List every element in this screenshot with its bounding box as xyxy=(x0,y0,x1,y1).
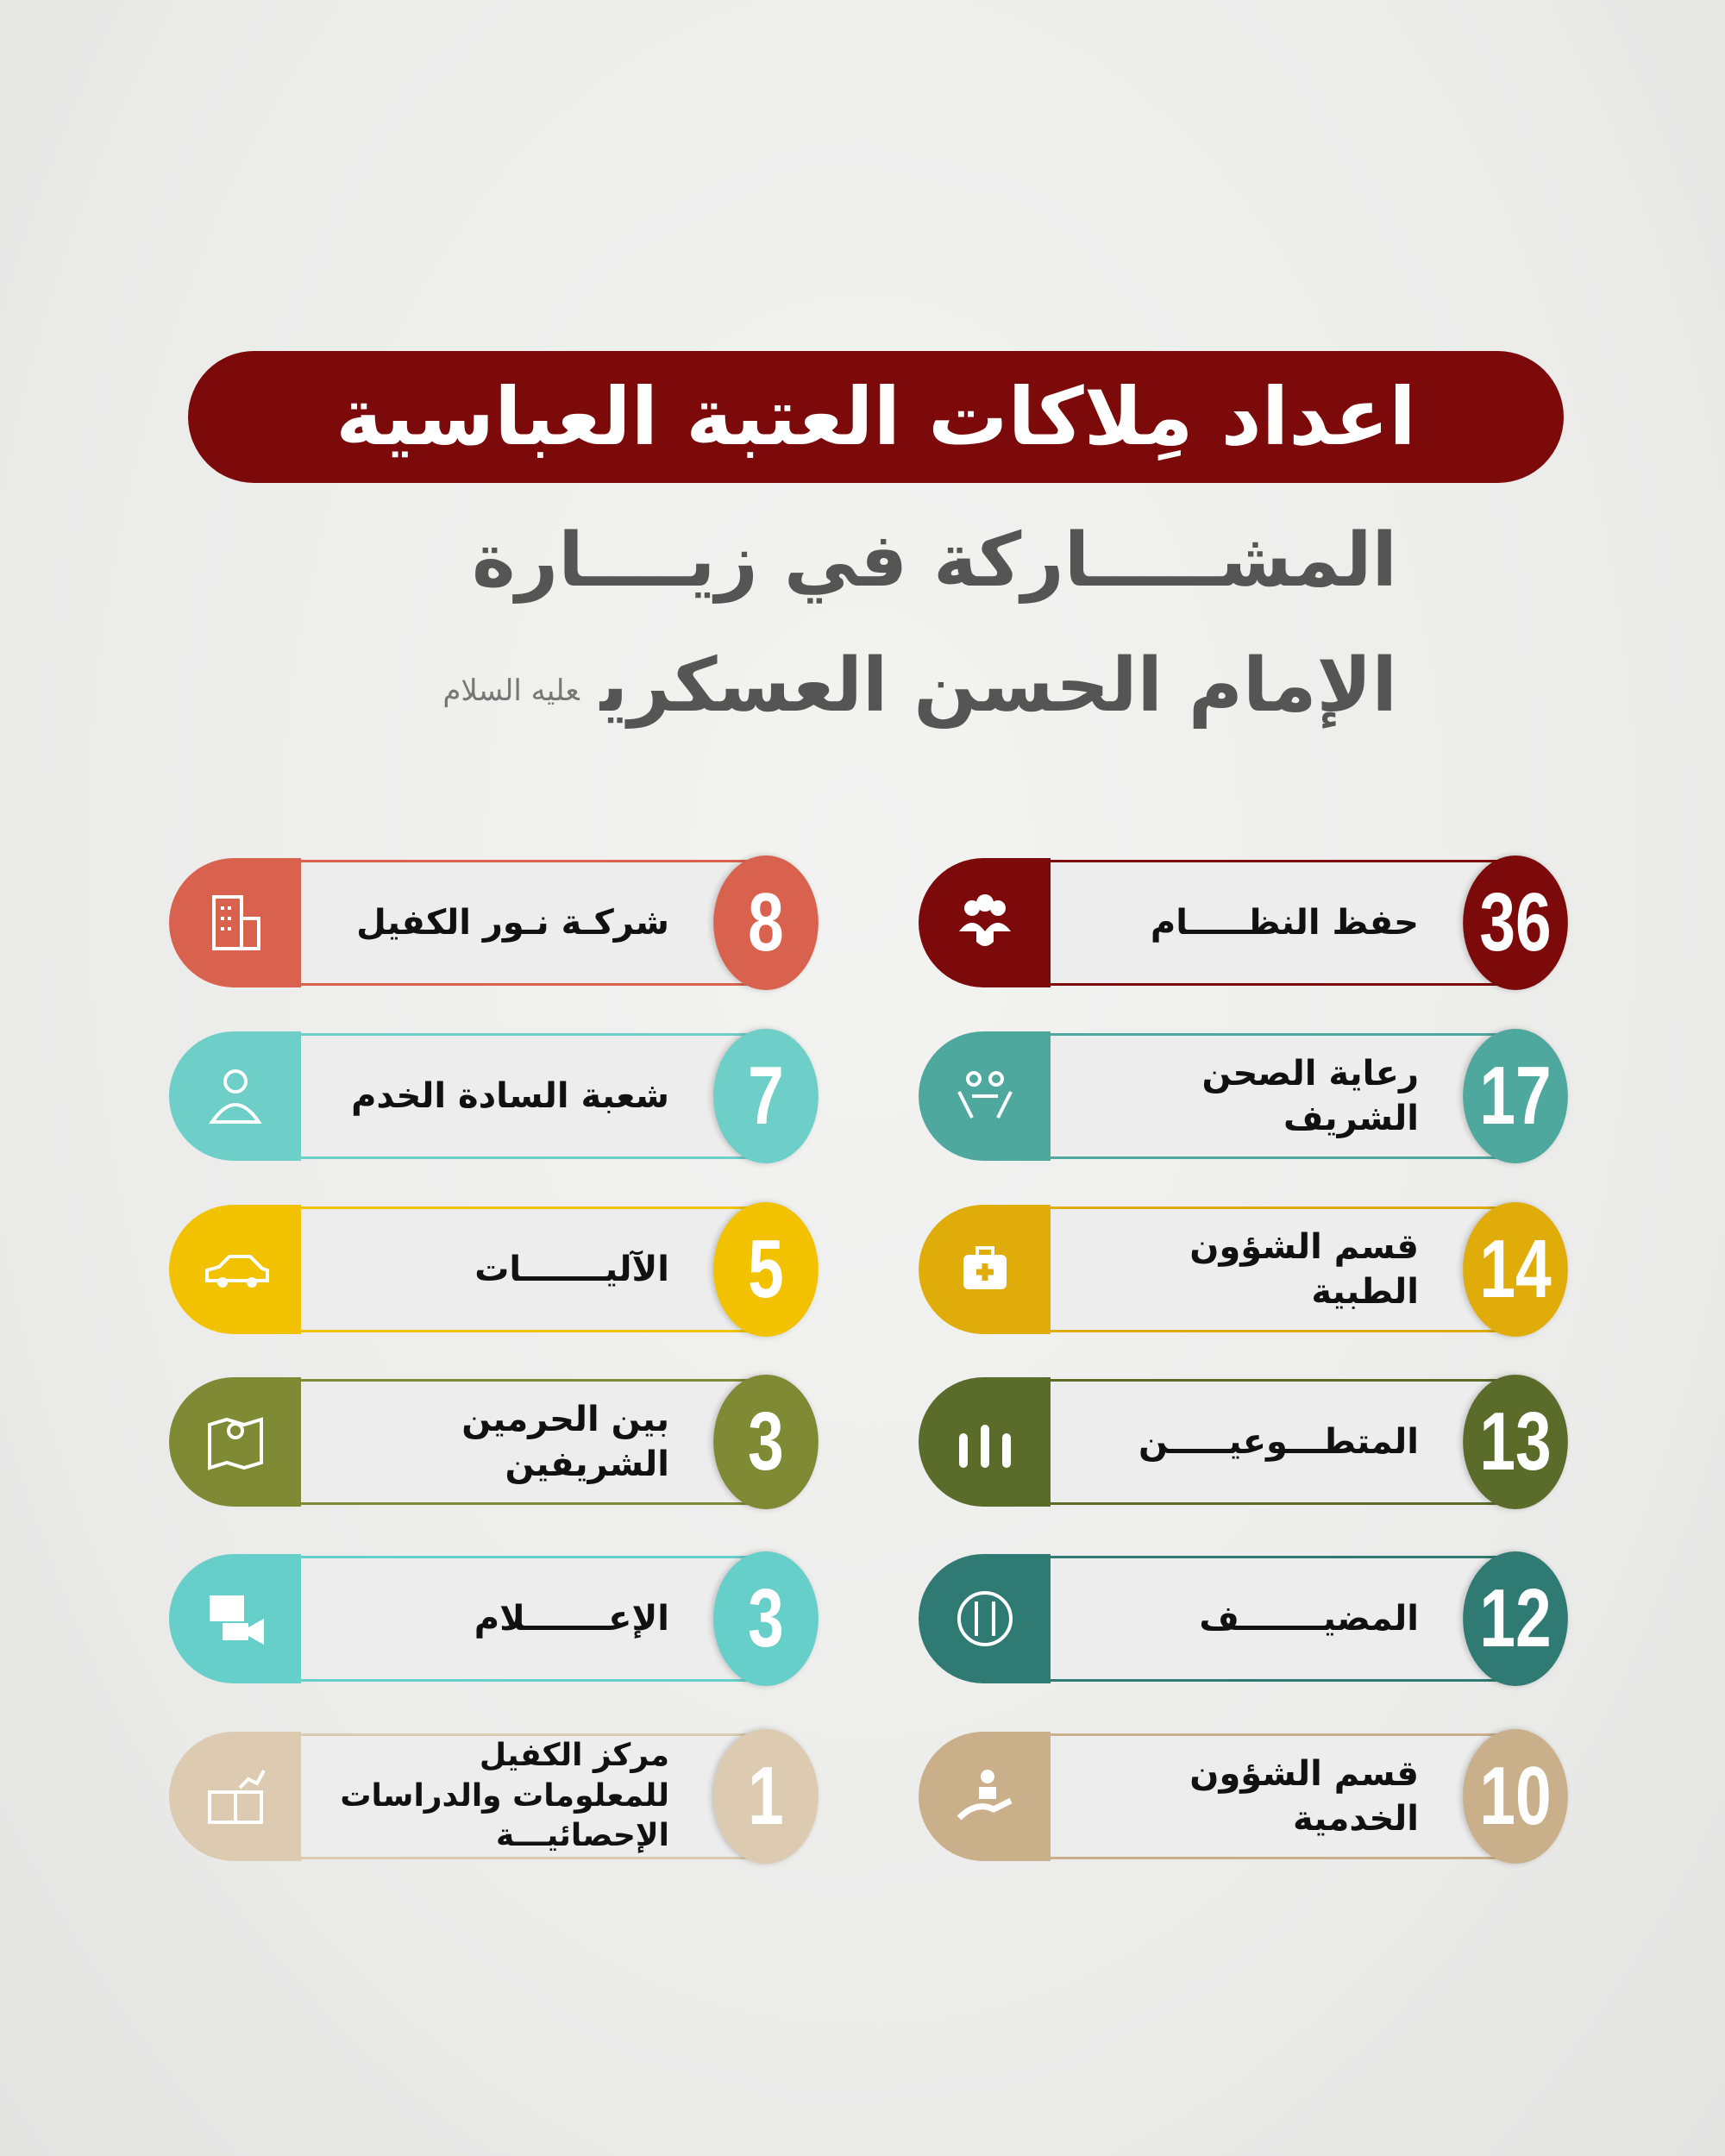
subtitle-name: الإمام الحسن العسكري xyxy=(599,642,1397,729)
car-icon xyxy=(204,1255,269,1288)
card-number: 36 xyxy=(1463,856,1568,990)
card-label: قسم الشؤون الخدمية xyxy=(1189,1754,1419,1839)
stat-card: قسم الشؤون الطبية 14 xyxy=(919,1202,1583,1337)
stat-card: الإعـــــــلام 3 xyxy=(169,1551,833,1686)
icon-box xyxy=(169,1031,301,1161)
card-body xyxy=(984,1556,1517,1682)
card-number: 1 xyxy=(713,1729,819,1864)
subtitle-line-2: الإمام الحسن العسكري عليه السلام xyxy=(345,642,1397,729)
card-body xyxy=(984,1033,1517,1159)
icon-box xyxy=(169,1377,301,1507)
map-pin-icon xyxy=(207,1417,263,1470)
stat-card: بين الحرمين الشريفين 3 xyxy=(169,1375,833,1509)
card-body xyxy=(984,1733,1517,1859)
stat-card: رعاية الصحن الشريف 17 xyxy=(919,1029,1583,1163)
video-camera-icon xyxy=(209,1595,264,1645)
card-body xyxy=(235,1733,768,1859)
raised-hands-icon xyxy=(958,1425,1011,1468)
card-body xyxy=(984,860,1517,986)
icon-box xyxy=(919,858,1051,987)
card-number: 3 xyxy=(713,1375,819,1509)
stat-card: شركـة نـور الكفيل 8 xyxy=(169,856,833,990)
icon-box xyxy=(919,1554,1051,1683)
icon-box xyxy=(919,1031,1051,1161)
card-label: حفظ النظـــــام xyxy=(1150,903,1419,943)
card-number: 7 xyxy=(713,1029,819,1163)
card-number: 14 xyxy=(1463,1202,1568,1337)
card-label: المتطـــوعيـــــن xyxy=(1138,1422,1419,1462)
card-body xyxy=(235,1033,768,1159)
icon-box xyxy=(169,1732,301,1861)
card-label: رعاية الصحن الشريف xyxy=(1201,1054,1419,1138)
card-body xyxy=(984,1206,1517,1332)
title-banner: اعداد مِلاكات العتبة العباسية xyxy=(188,351,1564,483)
dining-plate-icon xyxy=(957,1591,1013,1646)
caring-hands-icon xyxy=(957,1071,1013,1119)
card-label: الإعـــــــلام xyxy=(474,1599,669,1639)
service-hand-icon xyxy=(957,1770,1013,1821)
card-label: شعبة السادة الخدم xyxy=(351,1076,669,1116)
card-label: المضيـــــــف xyxy=(1199,1599,1419,1639)
honorific-calligraphy: عليه السلام xyxy=(442,673,580,708)
people-shield-icon xyxy=(958,894,1011,946)
page-title: اعداد مِلاكات العتبة العباسية xyxy=(336,371,1416,463)
card-number: 10 xyxy=(1463,1729,1568,1864)
card-label: شركـة نـور الكفيل xyxy=(356,903,669,943)
stat-card: الآليـــــــات 5 xyxy=(169,1202,833,1337)
card-number: 17 xyxy=(1463,1029,1568,1163)
card-body xyxy=(984,1379,1517,1505)
stat-card: شعبة السادة الخدم 7 xyxy=(169,1029,833,1163)
card-body xyxy=(235,1556,768,1682)
card-body xyxy=(235,1206,768,1332)
card-number: 13 xyxy=(1463,1375,1568,1509)
card-label: الآليـــــــات xyxy=(474,1250,669,1289)
icon-box xyxy=(169,858,301,987)
stat-card: المتطـــوعيـــــن 13 xyxy=(919,1375,1583,1509)
icon-box xyxy=(169,1554,301,1683)
first-aid-kit-icon xyxy=(963,1246,1007,1289)
stat-card: حفظ النظـــــام 36 xyxy=(919,856,1583,990)
icon-box xyxy=(919,1732,1051,1861)
card-body xyxy=(235,1379,768,1505)
card-label: مركز الكفيل للمعلومات والدراسات الإحصائي… xyxy=(340,1737,669,1854)
cleric-person-icon xyxy=(208,1069,262,1124)
card-number: 8 xyxy=(713,856,819,990)
icon-box xyxy=(919,1205,1051,1334)
icon-box xyxy=(169,1205,301,1334)
subtitle-line-1: المشـــــاركة في زيــــارة xyxy=(471,517,1397,604)
card-number: 3 xyxy=(713,1551,819,1686)
icon-box xyxy=(919,1377,1051,1507)
book-chart-icon xyxy=(207,1770,266,1824)
card-label: بين الحرمين الشريفين xyxy=(461,1400,669,1484)
building-icon xyxy=(211,895,260,950)
card-label: قسم الشؤون الطبية xyxy=(1189,1227,1419,1312)
stat-card: المضيـــــــف 12 xyxy=(919,1551,1583,1686)
stat-card: قسم الشؤون الخدمية 10 xyxy=(919,1729,1583,1864)
card-number: 12 xyxy=(1463,1551,1568,1686)
card-number: 5 xyxy=(713,1202,819,1337)
card-body xyxy=(235,860,768,986)
stat-card: مركز الكفيل للمعلومات والدراسات الإحصائي… xyxy=(169,1729,833,1864)
